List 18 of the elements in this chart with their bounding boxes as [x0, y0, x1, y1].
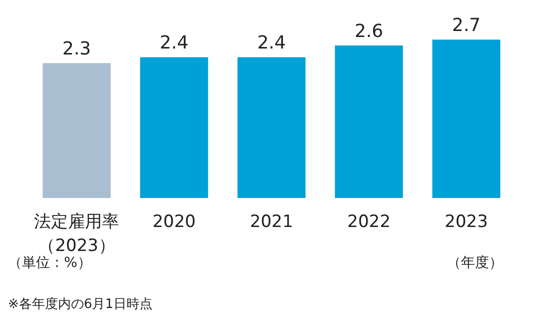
y-axis-title: （単位：%）: [8, 255, 92, 271]
x-tick-label: 2020: [152, 212, 196, 232]
x-tick-label: 法定雇用率（2023）: [34, 212, 120, 256]
x-tick-label: 2021: [250, 212, 294, 232]
bar: [432, 40, 500, 198]
data-label: 2.4: [257, 32, 286, 54]
x-axis-title: （年度）: [447, 255, 503, 271]
data-label: 2.3: [62, 38, 92, 60]
x-tick-label: 2023: [444, 212, 488, 232]
data-label: 2.6: [354, 20, 384, 42]
bar: [140, 57, 208, 198]
bar: [238, 57, 306, 198]
data-label: 2.7: [452, 15, 481, 36]
x-tick-label: 2022: [347, 212, 391, 232]
text: ※各年度内の6月1日時点: [8, 296, 152, 312]
bar: [334, 45, 403, 198]
data-label: 2.4: [160, 32, 188, 54]
bar: [42, 63, 111, 198]
